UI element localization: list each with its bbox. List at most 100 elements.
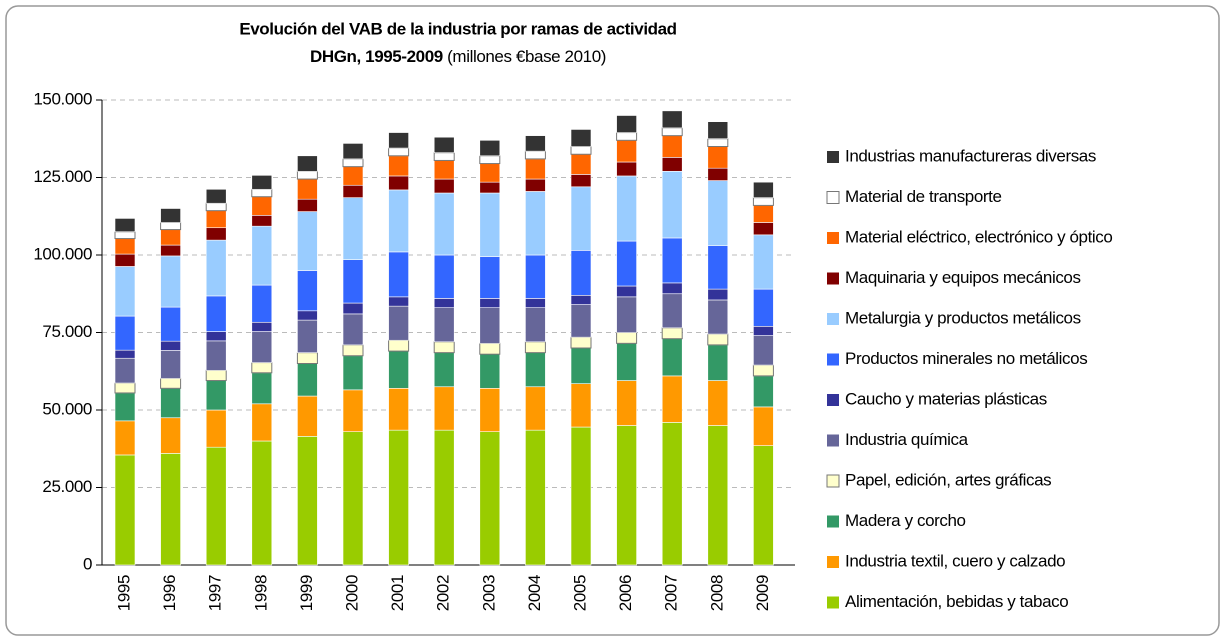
- y-tick-label: 125.000: [33, 167, 92, 186]
- bar-segment: [388, 429, 409, 566]
- unit-note: (millones €base 2010): [447, 47, 606, 66]
- legend-swatch: [827, 232, 839, 244]
- x-tick-label: 1999: [297, 575, 316, 611]
- bar-segment: [752, 364, 774, 377]
- bar-segment: [160, 255, 181, 308]
- x-tick-label: 2004: [525, 575, 544, 611]
- bar-segment: [433, 341, 455, 354]
- bar-segment: [342, 259, 364, 304]
- bar-segment: [114, 392, 136, 422]
- bar-segment: [205, 380, 227, 411]
- bar-segment: [342, 313, 364, 346]
- bar-segment: [114, 253, 136, 267]
- bar-segment: [388, 251, 409, 298]
- bar-segment: [707, 146, 729, 169]
- legend-label: Industrias manufactureras diversas: [845, 146, 1096, 165]
- bar-segment: [661, 282, 683, 295]
- bar-segment: [205, 202, 227, 212]
- bar-segment: [479, 181, 501, 194]
- bar-segment: [205, 369, 227, 382]
- bar-segment: [753, 205, 774, 223]
- bar-segment: [388, 132, 409, 149]
- bar-segment: [753, 375, 774, 408]
- bar-segment: [342, 355, 364, 391]
- bar-segment: [525, 135, 546, 152]
- chart-subtitle: DHGn, 1995-2009 (millones €base 2010): [310, 47, 606, 66]
- bar-segment: [342, 302, 364, 315]
- bar-segment: [205, 188, 227, 204]
- bar-segment: [297, 155, 318, 172]
- bar-segment: [297, 178, 318, 200]
- bar-segment: [753, 288, 774, 327]
- x-tick-label: 2002: [434, 575, 453, 611]
- bar-segment: [114, 420, 136, 456]
- x-tick-label: 2006: [616, 575, 635, 611]
- bar-segment: [570, 304, 592, 338]
- bar-segment: [114, 266, 136, 317]
- bar-segment: [570, 174, 592, 188]
- legend-label: Material eléctrico, electrónico y óptico: [845, 227, 1112, 246]
- bar-segment: [616, 240, 637, 287]
- bar-segment: [433, 307, 455, 343]
- bar-segment: [707, 167, 729, 181]
- bar-segment: [661, 157, 683, 172]
- bar-segment: [616, 380, 637, 426]
- legend-swatch: [827, 272, 839, 285]
- bar-segment: [296, 170, 318, 180]
- bar-segment: [479, 155, 501, 165]
- x-tick-label: 2000: [342, 575, 361, 611]
- bar-segment: [342, 197, 364, 260]
- y-tick-label: 50.000: [42, 399, 92, 418]
- bar-segment: [297, 395, 318, 437]
- bar-segment: [114, 454, 136, 566]
- bar-segment: [525, 178, 546, 192]
- bar-segment: [160, 387, 181, 419]
- bar-segment: [160, 350, 181, 379]
- bar-segment: [570, 294, 592, 305]
- legend-label: Material de transporte: [845, 187, 1002, 206]
- bar-segment: [661, 237, 683, 284]
- bar-segment: [707, 288, 729, 301]
- bar-segment: [433, 386, 455, 431]
- bar-segment: [297, 363, 318, 397]
- bar-segment: [297, 198, 318, 212]
- bar-segment: [570, 153, 592, 175]
- bar-segment: [570, 336, 592, 349]
- bar-segment: [479, 307, 501, 344]
- legend-swatch: [826, 474, 840, 488]
- bar-segment: [570, 347, 592, 384]
- bar-segment: [525, 307, 546, 343]
- bar-segment: [205, 227, 227, 241]
- bar-segment: [388, 155, 409, 177]
- bar-segment: [388, 296, 409, 307]
- legend-swatch: [827, 556, 839, 568]
- bar-segment: [297, 211, 318, 271]
- bar-segment: [205, 446, 227, 566]
- bar-segment: [661, 327, 683, 340]
- legend-swatch: [827, 515, 839, 528]
- bar-segment: [296, 352, 318, 364]
- bar-segment: [205, 210, 227, 229]
- bar-segment: [479, 163, 501, 183]
- bar-segment: [433, 160, 455, 180]
- legend-label: Metalurgia y productos metálicos: [845, 308, 1081, 327]
- bar-segment: [342, 158, 364, 168]
- bar-segment: [433, 429, 455, 566]
- bar-segment: [388, 305, 409, 341]
- bar-segment: [570, 146, 592, 155]
- bar-segment: [388, 350, 409, 389]
- bar-segment: [616, 425, 637, 566]
- bar-segment: [251, 188, 273, 198]
- chart-title: Evolución del VAB de la industria por ra…: [239, 19, 676, 38]
- bar-segment: [388, 175, 409, 191]
- bar-segment: [433, 178, 455, 194]
- y-tick-label: 0: [83, 554, 92, 573]
- bar-segment: [570, 129, 592, 147]
- bar-segment: [479, 387, 501, 432]
- bar-segment: [205, 331, 227, 342]
- bar-segment: [251, 440, 273, 566]
- legend-swatch: [827, 394, 839, 406]
- legend-label: Caucho y materias plásticas: [845, 389, 1047, 408]
- bar-segment: [661, 127, 683, 137]
- bar-segment: [525, 386, 546, 431]
